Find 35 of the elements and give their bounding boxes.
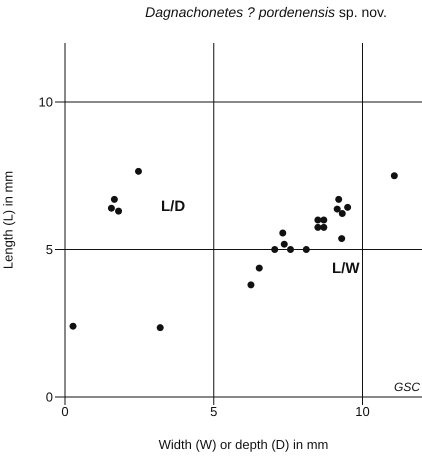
- point: [108, 204, 115, 212]
- y-tick-label: 10: [38, 94, 53, 110]
- point: [247, 281, 254, 288]
- point: [344, 204, 352, 211]
- point: [287, 246, 294, 253]
- point: [156, 324, 164, 332]
- point: [314, 216, 322, 224]
- point: [314, 224, 322, 231]
- point: [279, 229, 286, 236]
- x-tick-label: 0: [61, 404, 69, 420]
- x-tick-label: 5: [210, 404, 218, 420]
- point: [320, 224, 328, 231]
- point: [70, 322, 77, 330]
- point: [338, 210, 346, 218]
- annotation: GSC: [394, 380, 420, 394]
- point: [334, 206, 341, 213]
- chart-title: Dagnachonetes ? pordenensis sp. nov.: [145, 4, 387, 20]
- text: L/D: [160, 198, 186, 215]
- series-label: L/W: [331, 260, 360, 277]
- y-tick-label: 5: [46, 242, 53, 258]
- point: [390, 172, 398, 180]
- point: [256, 264, 263, 272]
- point: [320, 216, 328, 224]
- point: [280, 240, 288, 248]
- point: [110, 196, 118, 203]
- y-axis-title: Length (L) in mm: [0, 170, 16, 270]
- point: [115, 208, 122, 215]
- x-tick-label: 10: [355, 404, 370, 420]
- point: [335, 196, 342, 203]
- point: [338, 235, 346, 242]
- point: [134, 168, 142, 175]
- point: [302, 246, 310, 253]
- y-tick-label: 0: [46, 390, 53, 405]
- x-axis-title: Width (W) or depth (D) in mm: [158, 437, 328, 452]
- point: [271, 246, 278, 253]
